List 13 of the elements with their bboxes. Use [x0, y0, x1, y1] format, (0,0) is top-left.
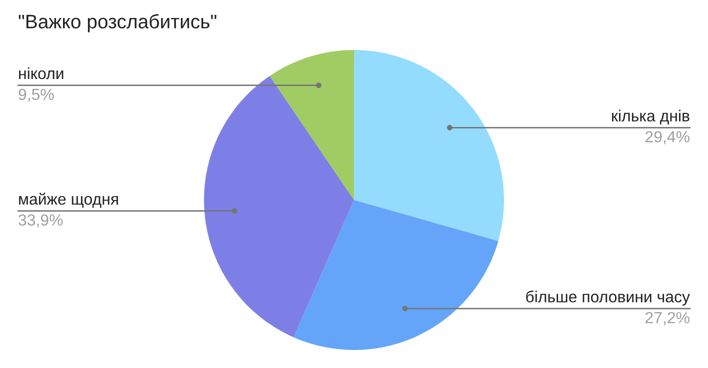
pie-slice — [204, 76, 354, 338]
slice-label: кілька днів — [612, 110, 690, 125]
pie-slice — [294, 200, 498, 350]
pie-slice — [354, 50, 504, 241]
pie-slice — [270, 50, 354, 200]
data-label: 33,9% — [18, 214, 63, 228]
slice-label: більше половини часу — [526, 290, 690, 306]
slice-label: майже щодня — [19, 192, 118, 208]
data-label: 27,2% — [646, 312, 690, 326]
chart-title: "Важко розслабитись" — [18, 14, 216, 32]
slice-label: ніколи — [19, 67, 64, 80]
data-label: 9,5% — [18, 88, 54, 102]
data-label: 29,4% — [646, 131, 690, 144]
